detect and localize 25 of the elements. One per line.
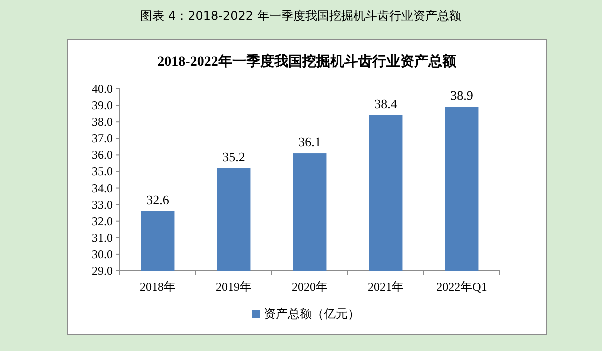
legend-label: 资产总额（亿元） xyxy=(264,307,360,321)
chart-title: 2018-2022年一季度我国挖掘机斗齿行业资产总额 xyxy=(158,53,458,70)
data-label: 38.9 xyxy=(450,88,474,104)
x-tick-label: 2018年 xyxy=(140,280,176,294)
y-tick-label: 29.0 xyxy=(92,264,113,278)
data-label: 38.4 xyxy=(374,96,398,112)
y-tick-label: 35.0 xyxy=(92,164,113,179)
data-label: 36.1 xyxy=(298,134,322,150)
y-tick-label: 33.0 xyxy=(92,198,113,212)
y-tick-label: 34.0 xyxy=(92,181,113,196)
data-label: 32.6 xyxy=(146,192,170,208)
x-tick-label: 2019年 xyxy=(216,280,252,294)
text: 图表 4：2018-2022 年一季度我国挖掘机斗齿行业资产总额 xyxy=(140,9,462,23)
y-tick-label: 37.0 xyxy=(92,132,113,146)
x-tick-label: 2020年 xyxy=(292,280,328,294)
x-tick-label: 2022年Q1 xyxy=(436,280,488,294)
data-label: 35.2 xyxy=(222,149,246,164)
y-tick-label: 32.0 xyxy=(92,214,113,228)
x-tick-label: 2021年 xyxy=(368,280,404,294)
y-tick-label: 38.0 xyxy=(92,115,113,130)
y-tick-label: 36.0 xyxy=(92,148,113,162)
y-tick-label: 30.0 xyxy=(92,247,113,262)
y-tick-label: 31.0 xyxy=(92,230,113,245)
y-tick-label: 39.0 xyxy=(92,98,113,113)
y-tick-label: 40.0 xyxy=(92,82,113,96)
